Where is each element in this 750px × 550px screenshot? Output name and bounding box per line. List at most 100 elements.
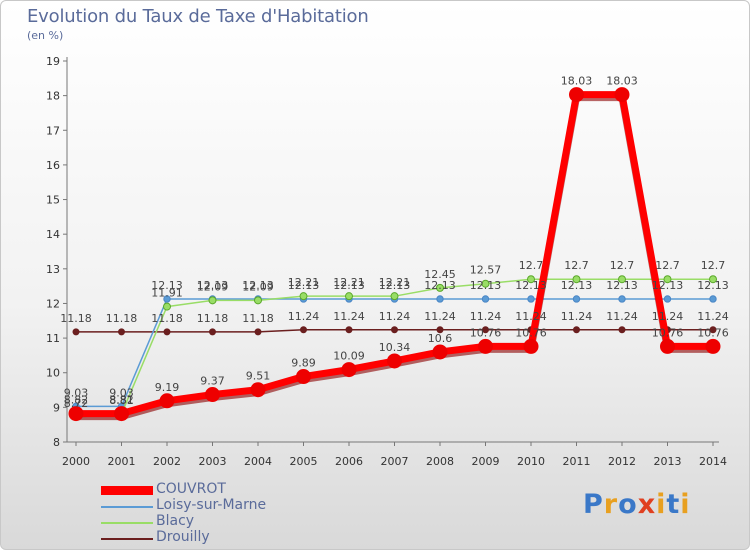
data-label-blacy: 12.57 <box>470 264 502 277</box>
data-label-blacy: 12.7 <box>519 259 544 272</box>
data-point-loisy-sur-marne <box>436 295 444 303</box>
data-label-drouilly: 11.18 <box>151 312 183 325</box>
data-point-loisy-sur-marne <box>663 295 672 303</box>
legend-label: Drouilly <box>156 529 210 545</box>
legend-label: Blacy <box>156 513 195 529</box>
legend-swatch <box>101 486 153 495</box>
data-point-couvrot <box>159 393 175 409</box>
data-point-loisy-sur-marne <box>709 295 717 303</box>
data-point-blacy <box>618 275 626 284</box>
data-label-couvrot: 9.89 <box>291 357 316 370</box>
data-label-blacy: 12.21 <box>333 276 365 289</box>
data-label-drouilly: 11.24 <box>470 310 502 323</box>
data-label-loisy-sur-marne: 12.13 <box>424 279 456 292</box>
data-label-drouilly: 11.18 <box>106 312 138 325</box>
data-point-drouilly <box>300 326 307 334</box>
data-label-couvrot: 9.51 <box>246 370 271 383</box>
data-point-drouilly <box>709 326 717 334</box>
data-point-drouilly <box>163 328 171 336</box>
data-point-drouilly <box>482 326 489 334</box>
data-point-blacy <box>208 296 217 305</box>
data-point-loisy-sur-marne <box>527 295 535 303</box>
y-tick-label: 19 <box>46 55 60 68</box>
data-label-blacy: 12.21 <box>379 276 411 289</box>
data-point-blacy <box>481 279 490 288</box>
x-tick-label: 2001 <box>108 455 136 468</box>
data-label-loisy-sur-marne: 12.13 <box>379 279 411 292</box>
data-label-blacy: 12.09 <box>197 280 229 293</box>
data-label-blacy: 12.7 <box>610 259 635 272</box>
legend-swatch <box>101 506 153 508</box>
y-tick-label: 17 <box>46 124 60 137</box>
data-point-drouilly <box>391 326 398 334</box>
x-tick-label: 2007 <box>381 455 409 468</box>
line-chart: 8 9 10 11 12 13 14 15 16 17 18 19 2000 2001 2002 2003 20… <box>46 55 729 468</box>
data-point-couvrot <box>705 338 721 354</box>
data-label-drouilly: 11.24 <box>652 310 684 323</box>
data-point-blacy <box>436 283 444 292</box>
x-tick-label: 2010 <box>517 455 545 468</box>
data-point-blacy <box>163 302 171 311</box>
data-point-drouilly <box>436 326 444 334</box>
data-point-blacy <box>345 292 353 301</box>
data-label-drouilly: 11.24 <box>288 310 320 323</box>
data-label-couvrot: 9.37 <box>200 375 225 388</box>
data-label-couvrot: 10.09 <box>333 350 365 363</box>
data-label-drouilly: 11.24 <box>424 310 456 323</box>
data-point-couvrot <box>387 353 402 369</box>
y-tick-label: 14 <box>46 228 60 241</box>
y-tick-label: 10 <box>46 367 60 380</box>
data-point-drouilly <box>72 328 80 336</box>
data-point-blacy <box>254 296 262 305</box>
data-point-drouilly <box>345 326 353 334</box>
data-label-loisy-sur-marne: 9.03 <box>109 386 134 399</box>
data-label-couvrot: 18.03 <box>606 75 638 88</box>
data-point-loisy-sur-marne <box>163 295 171 303</box>
x-tick-label: 2009 <box>472 455 500 468</box>
data-point-couvrot <box>205 387 220 403</box>
data-point-couvrot <box>523 338 539 354</box>
y-tick-label: 13 <box>46 263 60 276</box>
data-point-couvrot <box>432 344 448 360</box>
data-label-drouilly: 11.18 <box>60 312 92 325</box>
data-label-loisy-sur-marne: 12.13 <box>606 279 638 292</box>
series-line-shadow-couvrot <box>76 94 713 421</box>
data-point-blacy <box>527 275 535 284</box>
data-label-couvrot: 10.34 <box>379 341 411 354</box>
data-label-loisy-sur-marne: 12.13 <box>333 279 365 292</box>
data-label-blacy: 8.81 <box>109 394 134 407</box>
y-tick-label: 15 <box>46 194 60 207</box>
data-point-couvrot <box>569 87 584 103</box>
x-tick-label: 2002 <box>153 455 181 468</box>
data-label-couvrot: 18.03 <box>561 75 593 88</box>
x-tick-label: 2004 <box>244 455 272 468</box>
x-tick-label: 2013 <box>654 455 682 468</box>
data-label-couvrot: 10.76 <box>697 326 729 339</box>
data-label-blacy: 8.72 <box>64 397 89 410</box>
data-point-couvrot <box>250 382 266 398</box>
data-point-loisy-sur-marne <box>481 295 490 303</box>
y-tick-label: 16 <box>46 159 60 172</box>
data-label-blacy: 11.91 <box>151 287 183 300</box>
legend-swatch <box>101 522 153 524</box>
y-unit-label: (en %) <box>27 29 64 42</box>
data-point-couvrot <box>68 406 84 422</box>
data-label-drouilly: 11.24 <box>515 310 547 323</box>
x-tick-label: 2000 <box>62 455 90 468</box>
data-label-loisy-sur-marne: 12.13 <box>515 279 547 292</box>
data-point-loisy-sur-marne <box>572 295 581 303</box>
data-point-loisy-sur-marne <box>618 295 626 303</box>
y-tick-label: 8 <box>53 436 60 449</box>
data-label-drouilly: 11.24 <box>379 310 411 323</box>
data-label-drouilly: 11.24 <box>333 310 365 323</box>
data-label-loisy-sur-marne: 12.13 <box>561 279 593 292</box>
data-point-couvrot <box>341 362 357 378</box>
data-point-couvrot <box>296 369 311 385</box>
x-tick-label: 2008 <box>426 455 454 468</box>
data-point-drouilly <box>573 326 580 334</box>
data-label-blacy: 12.21 <box>288 276 320 289</box>
data-label-loisy-sur-marne: 12.13 <box>197 279 229 292</box>
data-label-loisy-sur-marne: 12.13 <box>652 279 684 292</box>
data-label-drouilly: 11.24 <box>606 310 638 323</box>
